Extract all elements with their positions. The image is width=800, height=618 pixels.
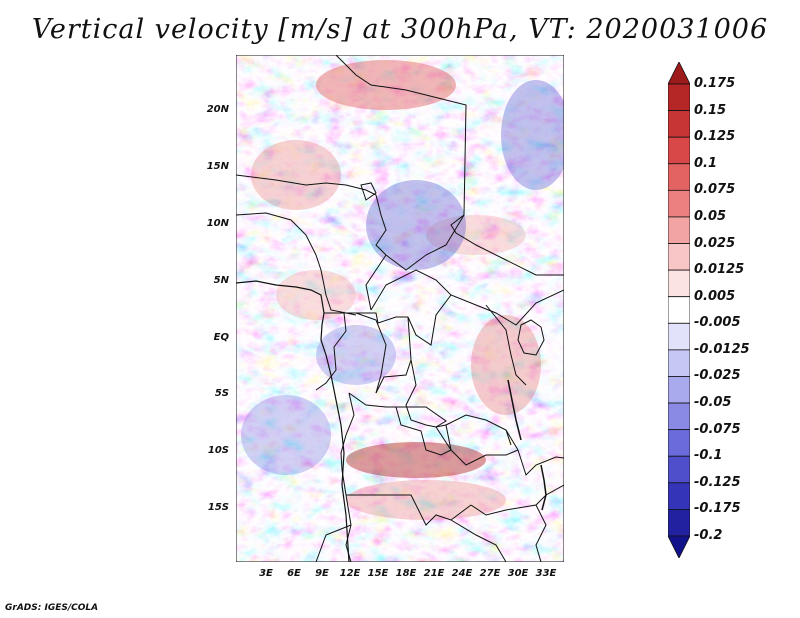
colorbar-label: 0.005 [694, 288, 736, 304]
colorbar-segment [668, 189, 690, 218]
velocity-field-map [236, 55, 564, 562]
colorbar-label: 0.125 [694, 129, 736, 145]
coastline [236, 280, 350, 562]
map-title: Vertical velocity [m/s] at 300hPa, VT: 2… [31, 14, 769, 45]
colorbar-label: -0.1 [694, 448, 723, 464]
colorbar-label: -0.175 [694, 501, 741, 517]
colorbar-segment [668, 83, 690, 111]
colorbar-segment [668, 216, 690, 244]
lon-label: 12E [339, 568, 361, 579]
colorbar-label: 0.05 [694, 208, 727, 224]
colorbar [668, 62, 690, 558]
lake-chad [360, 182, 377, 201]
lake-victoria [517, 319, 545, 356]
colorbar-segment [668, 110, 690, 138]
grads-credit: GrADS: IGES/COLA [5, 603, 99, 613]
lon-label: 18E [395, 568, 417, 579]
lat-label: 10S [207, 445, 229, 456]
lon-label: 15E [367, 568, 389, 579]
lake-tanganyika [507, 379, 522, 441]
colorbar-label: 0.15 [694, 102, 727, 118]
colorbar-segment [668, 402, 690, 431]
colorbar-segment [668, 509, 690, 537]
colorbar-label: -0.025 [694, 368, 741, 384]
map-panel [236, 55, 564, 562]
lat-label: EQ [213, 332, 229, 343]
colorbar-segment [668, 296, 690, 324]
lon-label: 9E [315, 568, 329, 579]
lon-label: 24E [451, 568, 473, 579]
colorbar-segment [668, 482, 690, 510]
colorbar-label: 0.175 [694, 76, 736, 91]
colorbar-segment [668, 322, 690, 351]
colorbar-label: -0.05 [694, 395, 732, 411]
colorbar-label: -0.125 [694, 474, 741, 490]
colorbar-segment [668, 535, 690, 558]
colorbar-label: 0.0125 [694, 262, 745, 278]
colorbar-label: -0.075 [694, 421, 741, 437]
lat-label: 15N [206, 161, 229, 172]
colorbar-label: 0.1 [694, 155, 718, 171]
lon-label: 27E [479, 568, 501, 579]
colorbar-label: -0.0125 [694, 341, 750, 357]
country-borders [236, 55, 564, 562]
colorbar-segment [668, 349, 690, 377]
lat-label: 15S [207, 502, 229, 513]
colorbar-segment [668, 243, 690, 271]
lon-label: 6E [287, 568, 301, 579]
lon-label: 33E [535, 568, 557, 579]
lat-label: 5N [213, 275, 229, 286]
colorbar-label: -0.005 [694, 315, 741, 331]
lat-label: 10N [206, 218, 229, 229]
lon-label: 3E [259, 568, 273, 579]
colorbar-segment [668, 62, 690, 85]
colorbar-segment [668, 429, 690, 457]
colorbar-segment [668, 163, 690, 191]
lake-malawi [540, 464, 547, 511]
lon-label: 30E [507, 568, 529, 579]
colorbar-segment [668, 455, 690, 484]
lat-label: 20N [206, 104, 229, 115]
velocity-shading [236, 55, 564, 562]
colorbar-segment [668, 269, 690, 298]
colorbar-segment [668, 376, 690, 404]
colorbar-label: 0.025 [694, 235, 736, 251]
colorbar-segment [668, 136, 690, 165]
colorbar-label: 0.075 [694, 182, 736, 198]
colorbar-label: -0.2 [694, 528, 723, 543]
lon-label: 21E [423, 568, 445, 579]
lat-label: 5S [214, 388, 229, 399]
